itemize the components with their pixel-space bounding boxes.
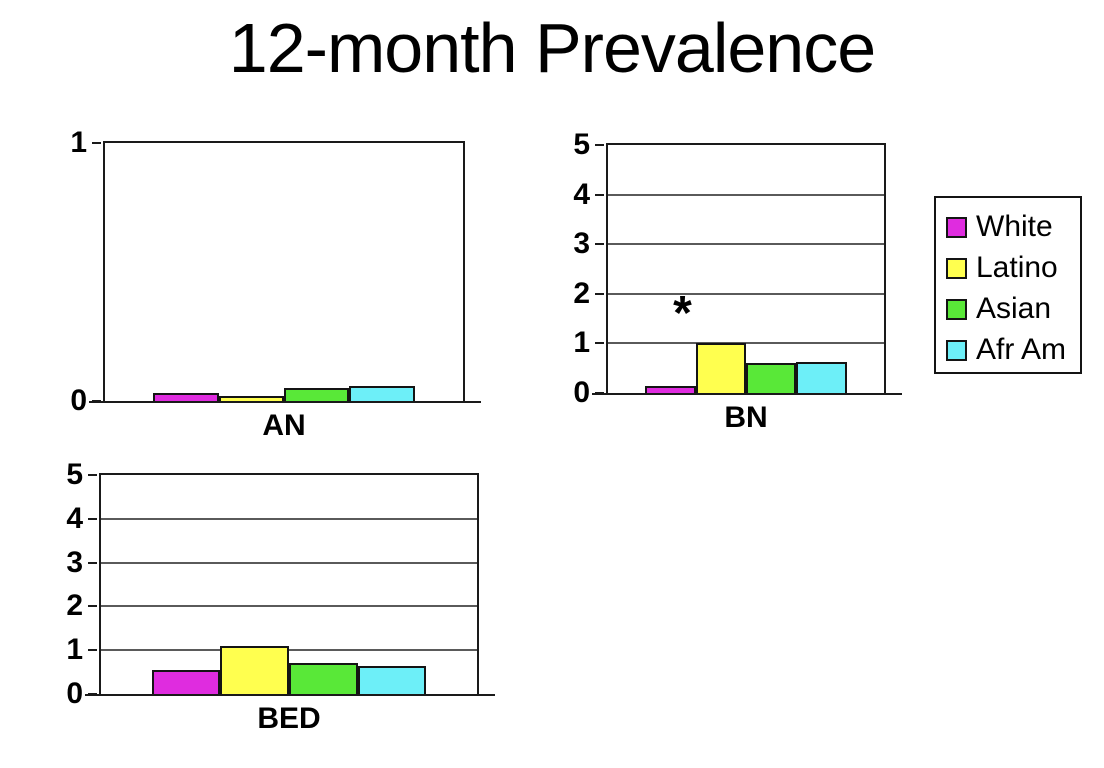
legend-swatch-latino-icon xyxy=(946,257,967,279)
gridline-1 xyxy=(608,342,884,345)
gridline-3 xyxy=(608,243,884,246)
y-tick-label-3: 3 xyxy=(573,227,590,261)
y-tick-label-1: 1 xyxy=(66,633,83,667)
y-tick-3 xyxy=(595,243,604,246)
bar-asian xyxy=(746,363,797,393)
plot-area: 0 1 2 3 4 5 xyxy=(66,460,495,709)
significance-asterisk: * xyxy=(673,287,692,341)
y-tick-label-3: 3 xyxy=(66,545,83,579)
slide-title: 12-month Prevalence xyxy=(228,9,876,87)
bar-white xyxy=(151,669,221,694)
bar-latino xyxy=(218,395,284,401)
y-tick-label-2: 2 xyxy=(66,589,83,623)
bar-afr-am xyxy=(357,665,427,694)
bar-afr-am xyxy=(349,385,415,401)
bar-asian xyxy=(289,663,358,694)
x-axis-line xyxy=(592,393,902,395)
legend-label: Asian xyxy=(976,292,1052,325)
legend-label: White xyxy=(976,210,1053,243)
bar-white xyxy=(153,393,219,401)
y-tick-label-0: 0 xyxy=(66,677,83,710)
legend: White Latino Asian Afr Am xyxy=(934,196,1082,374)
gridline-2 xyxy=(101,605,477,608)
bar-afr-am xyxy=(796,362,847,393)
gridline-3 xyxy=(101,561,477,564)
y-tick-label-4: 4 xyxy=(573,177,590,211)
y-tick-label-5: 5 xyxy=(573,128,590,161)
gridline-4 xyxy=(608,193,884,196)
chart-bn-plot: 0 1 2 3 4 5 * xyxy=(573,130,902,408)
y-tick-4 xyxy=(595,193,604,196)
chart-bed: 0 1 2 3 4 5 BED xyxy=(66,460,495,735)
plot-area: 0 1 2 3 4 5 * xyxy=(573,130,902,408)
legend-swatch-white-icon xyxy=(946,216,967,238)
legend-swatch-asian-icon xyxy=(946,298,967,320)
y-tick-label-5: 5 xyxy=(66,458,83,491)
gridline-4 xyxy=(101,517,477,520)
bar-latino xyxy=(220,645,289,694)
y-tick-label-2: 2 xyxy=(573,276,590,310)
gridline-1 xyxy=(101,649,477,652)
legend-item-asian: Asian xyxy=(946,289,1080,329)
y-tick-2 xyxy=(595,292,604,295)
chart-bn-title: BN xyxy=(724,401,768,434)
legend-item-afr-am: Afr Am xyxy=(946,330,1080,370)
y-tick-1 xyxy=(92,142,101,144)
y-tick-5 xyxy=(595,144,604,146)
legend-label: Latino xyxy=(976,251,1058,284)
bar-asian xyxy=(284,388,350,401)
legend-swatch-afr-am-icon xyxy=(946,339,967,361)
legend-item-white: White xyxy=(946,207,1080,247)
legend-item-latino: Latino xyxy=(946,248,1080,288)
chart-bed-title: BED xyxy=(257,702,321,735)
y-tick-2 xyxy=(88,605,97,608)
y-tick-5 xyxy=(88,474,97,476)
chart-an-title: AN xyxy=(262,409,306,442)
y-tick-label-1: 1 xyxy=(573,326,590,360)
bar-white xyxy=(645,385,696,393)
y-tick-4 xyxy=(88,517,97,520)
y-tick-label-4: 4 xyxy=(66,501,83,535)
chart-bn: 0 1 2 3 4 5 * BN xyxy=(573,130,902,434)
x-axis-line xyxy=(85,694,495,696)
y-tick-3 xyxy=(88,561,97,564)
y-tick-label-1: 1 xyxy=(70,126,87,159)
gridline-2 xyxy=(608,292,884,295)
y-tick-label-0: 0 xyxy=(573,376,590,409)
y-tick-label-0: 0 xyxy=(70,384,87,417)
chart-bed-plot: 0 1 2 3 4 5 xyxy=(66,460,495,709)
bar-latino xyxy=(695,343,746,393)
y-tick-1 xyxy=(88,649,97,652)
y-tick-1 xyxy=(595,342,604,345)
legend-label: Afr Am xyxy=(976,333,1067,366)
x-axis-line xyxy=(89,401,481,403)
